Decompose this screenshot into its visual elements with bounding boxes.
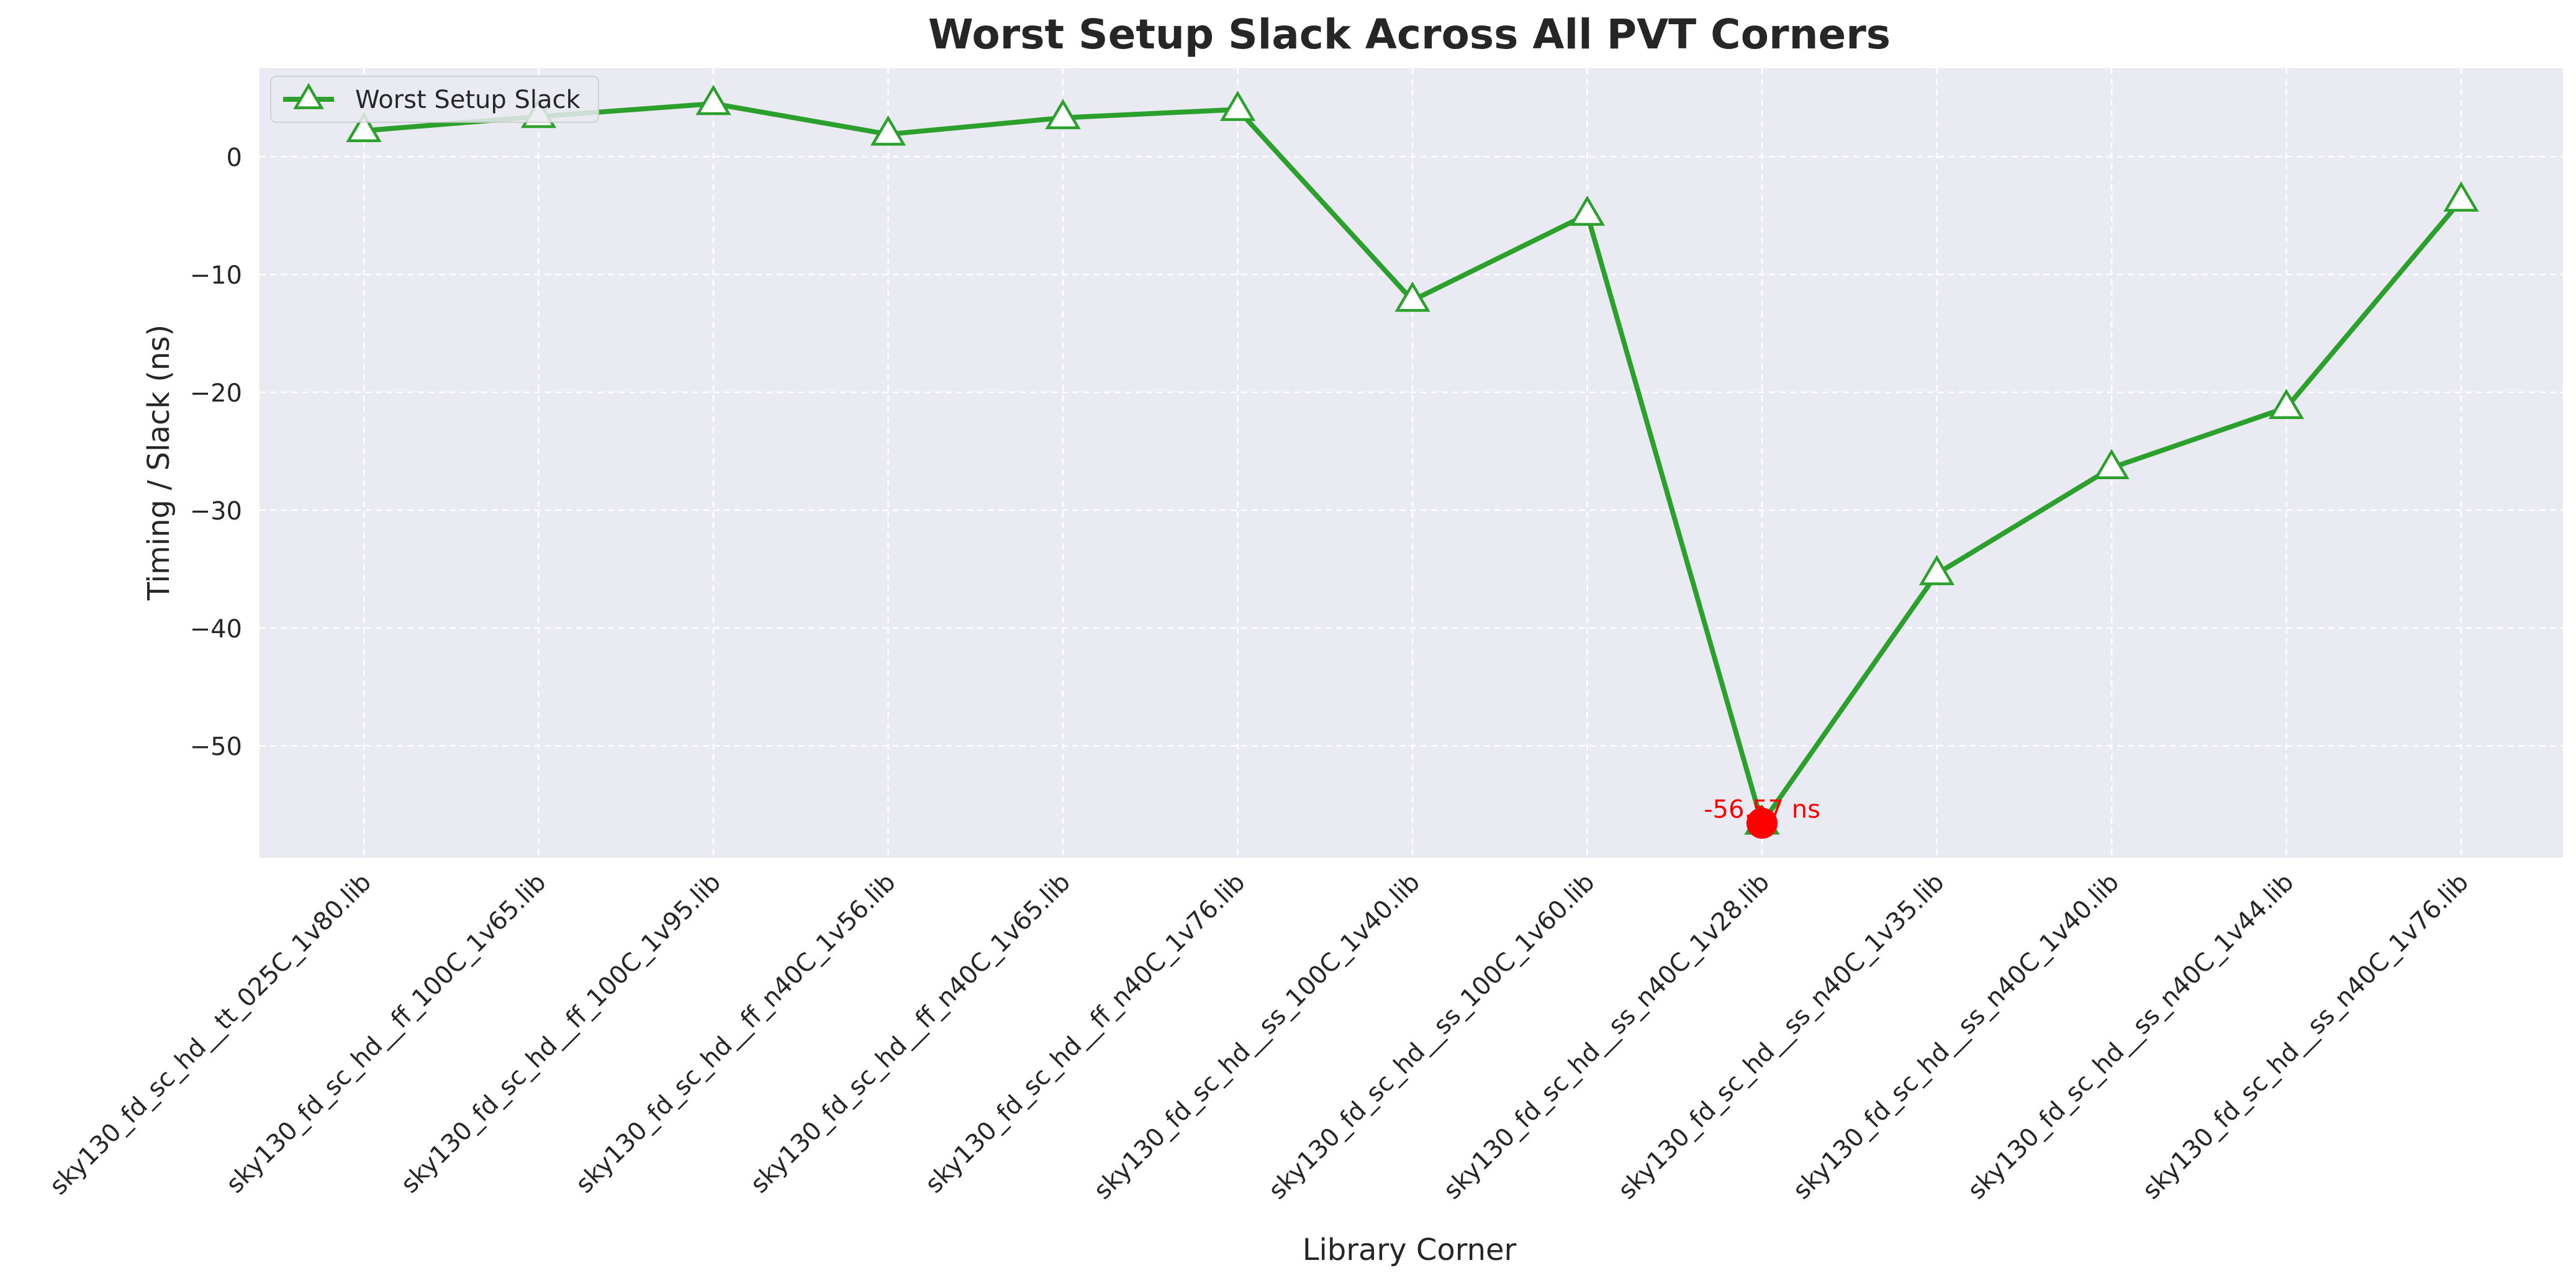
y-tick-label: 0 <box>227 143 242 172</box>
data-point-marker <box>695 84 731 115</box>
y-axis-label: Timing / Slack (ns) <box>142 325 176 601</box>
data-point-marker <box>1918 555 1955 585</box>
data-point-marker <box>2268 389 2305 420</box>
y-tick-label: −10 <box>190 261 242 290</box>
x-axis-label: Library Corner <box>1303 1233 1517 1267</box>
y-tick-label: −30 <box>190 497 242 526</box>
data-point-marker <box>870 115 906 146</box>
data-point-marker <box>1219 90 1256 121</box>
plot-area <box>260 68 2563 858</box>
chart-title: Worst Setup Slack Across All PVT Corners <box>928 11 1891 58</box>
legend-label: Worst Setup Slack <box>355 86 581 114</box>
y-tick-label: −20 <box>190 379 242 408</box>
worst-point-marker <box>1747 807 1778 839</box>
data-point-marker <box>2443 181 2479 212</box>
y-tick-label: −40 <box>190 615 242 644</box>
triangle-up-icon <box>293 83 324 109</box>
legend: Worst Setup Slack <box>270 76 599 123</box>
worst-point-annotation: -56.57 ns <box>1704 795 1820 824</box>
data-point-marker <box>1394 281 1430 312</box>
data-point-marker <box>1569 195 1606 226</box>
legend-box <box>270 76 599 123</box>
data-point-marker <box>1045 99 1081 130</box>
data-point-marker <box>2094 449 2130 479</box>
y-tick-label: −50 <box>190 733 242 762</box>
data-point-marker <box>346 112 382 142</box>
